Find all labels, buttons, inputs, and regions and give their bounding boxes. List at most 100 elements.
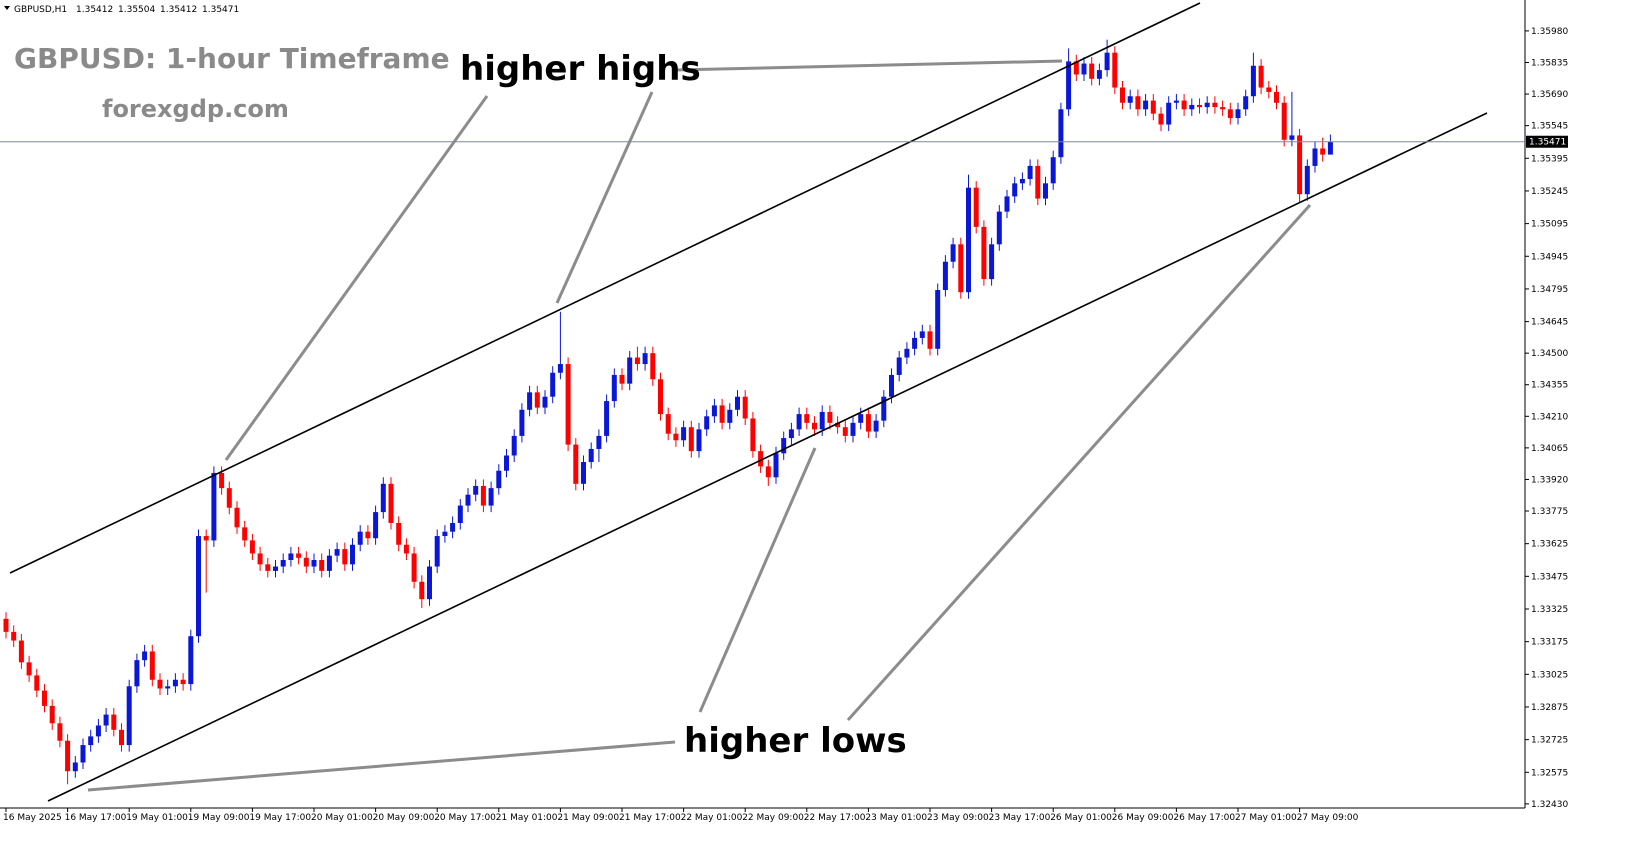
candle-body <box>1320 148 1326 155</box>
candle-body <box>1297 135 1303 195</box>
candle-body <box>1135 96 1141 110</box>
candle-body <box>804 414 810 423</box>
candle-body <box>288 553 294 561</box>
candle-body <box>219 472 225 489</box>
pointer-line <box>87 740 676 792</box>
candle-body <box>581 462 586 484</box>
candle-body <box>1189 104 1195 110</box>
candle-body <box>827 411 833 423</box>
chart-title: GBPUSD: 1-hour Timeframe <box>14 42 450 75</box>
candle-body <box>881 396 887 421</box>
candle-body <box>473 485 479 495</box>
candle-body <box>1043 183 1048 199</box>
candle-body <box>588 448 594 463</box>
chart-subtitle: forexgdp.com <box>102 95 289 123</box>
y-tick-label: 1.33475 <box>1531 572 1568 582</box>
candle-body <box>658 379 663 415</box>
candle-body <box>1204 102 1210 108</box>
x-tick-label: 16 May 17:00 <box>65 813 127 823</box>
candle-body <box>357 531 363 545</box>
y-tick-label: 1.33175 <box>1531 638 1568 648</box>
x-tick-label: 23 May 01:00 <box>865 813 927 823</box>
x-tick-label: 27 May 09:00 <box>1297 813 1359 823</box>
x-tick-label: 27 May 01:00 <box>1235 813 1297 823</box>
pointer-line <box>846 203 1312 722</box>
candle-body <box>527 392 533 410</box>
candle-body <box>1120 87 1125 103</box>
y-tick-label: 1.35690 <box>1531 90 1568 100</box>
current-price-label: 1.35471 <box>1529 138 1566 148</box>
y-tick-label: 1.34795 <box>1531 285 1568 295</box>
candle-body <box>342 549 348 565</box>
candle-body <box>611 374 617 402</box>
candle-body <box>311 560 317 567</box>
candle-body <box>719 405 725 423</box>
candle-body <box>573 444 579 484</box>
pointer-line <box>555 91 654 304</box>
candle-body <box>758 451 764 467</box>
y-tick-label: 1.34500 <box>1531 349 1568 359</box>
candle-body <box>996 211 1002 245</box>
header-low: 1.35412 <box>160 5 197 15</box>
candle-body <box>634 357 640 365</box>
candle-body <box>873 420 879 432</box>
candle-body <box>1166 102 1172 125</box>
candle-body <box>234 507 240 528</box>
candle-body <box>504 455 509 471</box>
candle-body <box>196 536 201 637</box>
y-tick-label: 1.34645 <box>1531 318 1568 328</box>
candle-body <box>565 364 571 445</box>
candle-body <box>42 690 47 706</box>
candle-body <box>457 505 463 523</box>
x-tick-label: 22 May 17:00 <box>804 813 866 823</box>
candle-body <box>365 531 371 539</box>
candle-body <box>434 536 440 567</box>
y-tick-label: 1.34945 <box>1531 252 1568 262</box>
candle-body <box>18 640 24 663</box>
candle-body <box>1027 165 1033 179</box>
candle-body <box>865 414 871 432</box>
candle-body <box>942 261 948 291</box>
candle-body <box>1127 96 1133 103</box>
y-tick-label: 1.33625 <box>1531 540 1568 550</box>
candle-body <box>812 422 817 430</box>
candle-body <box>773 453 779 478</box>
candle-body <box>488 488 494 506</box>
candle-body <box>1150 100 1156 114</box>
candle-body <box>935 290 941 349</box>
candle-body <box>619 374 625 384</box>
candle-body <box>850 422 856 436</box>
x-tick-label: 22 May 01:00 <box>681 813 743 823</box>
candle-body <box>966 187 971 293</box>
x-tick-label: 23 May 17:00 <box>989 813 1051 823</box>
candle-body <box>303 557 309 567</box>
candle-body <box>1235 109 1241 119</box>
header-high: 1.35504 <box>118 5 155 15</box>
candle-body <box>704 416 710 430</box>
candle-body <box>496 470 502 489</box>
candle-body <box>650 353 656 380</box>
candle-body <box>1073 61 1079 75</box>
candle-body <box>226 488 232 508</box>
candle-body <box>450 522 456 532</box>
lower-channel-line <box>47 112 1488 802</box>
candle-body <box>319 560 325 571</box>
candle-body <box>1281 102 1287 140</box>
candle-body <box>334 549 340 556</box>
current-price-box <box>1526 135 1568 148</box>
candle-body <box>1266 87 1272 92</box>
candle-body <box>673 433 679 441</box>
candle-body <box>1220 107 1226 110</box>
y-tick-label: 1.33025 <box>1531 670 1568 680</box>
candle-body <box>1258 65 1264 88</box>
candle-body <box>242 527 248 541</box>
candle-body <box>534 392 540 408</box>
y-tick-label: 1.33920 <box>1531 475 1568 485</box>
candle-body <box>958 244 964 293</box>
candle-body <box>1035 165 1041 199</box>
candle-body <box>765 466 771 478</box>
header-close: 1.35471 <box>202 5 239 15</box>
candle-body <box>95 725 101 737</box>
